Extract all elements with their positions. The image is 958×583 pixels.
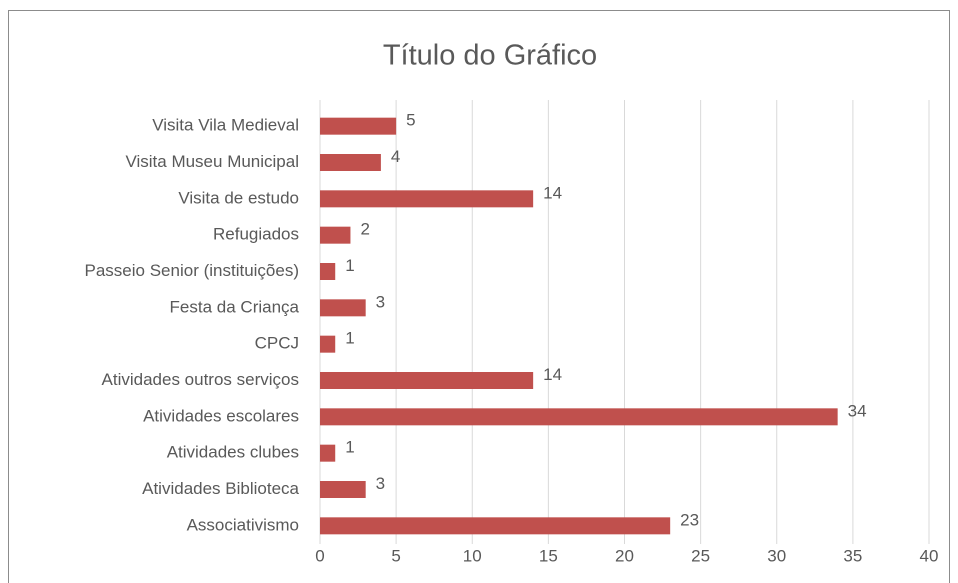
y-tick-label: Associativismo <box>187 515 299 534</box>
bar <box>320 263 336 280</box>
x-tick-label: 20 <box>615 546 634 565</box>
data-label: 14 <box>543 183 562 202</box>
y-tick-label: Atividades escolares <box>143 406 299 425</box>
data-label: 1 <box>345 256 354 275</box>
data-label: 1 <box>345 329 354 348</box>
bar <box>320 444 336 462</box>
x-tick-label: 40 <box>920 546 939 565</box>
y-tick-label: Atividades outros serviços <box>102 370 299 389</box>
data-label: 3 <box>376 292 385 311</box>
chart-title: Título do Gráfico <box>383 40 597 72</box>
x-tick-label: 10 <box>463 546 482 565</box>
chart-border <box>8 10 950 583</box>
bar <box>320 372 534 389</box>
y-tick-label: Passeio Senior (instituições) <box>85 261 299 280</box>
bar <box>320 481 366 498</box>
y-tick-label: Visita Museu Municipal <box>125 152 299 171</box>
x-tick-label: 30 <box>767 546 786 565</box>
y-tick-label: Visita de estudo <box>178 188 299 207</box>
x-tick-label: 25 <box>691 546 710 565</box>
x-tick-label: 5 <box>391 546 400 565</box>
bar <box>320 335 336 353</box>
data-label: 34 <box>848 401 867 420</box>
data-label: 5 <box>406 111 415 130</box>
bar <box>320 299 366 317</box>
data-label: 14 <box>543 365 562 384</box>
bar <box>320 190 534 208</box>
y-tick-label: CPCJ <box>255 334 299 353</box>
x-tick-label: 35 <box>843 546 862 565</box>
bar <box>320 408 838 426</box>
y-tick-label: Atividades clubes <box>167 443 299 462</box>
x-tick-label: 15 <box>539 546 558 565</box>
y-tick-label: Atividades Biblioteca <box>142 479 299 498</box>
data-label: 3 <box>376 474 385 493</box>
data-label: 2 <box>360 220 369 239</box>
bar <box>320 517 671 535</box>
bar <box>320 154 381 171</box>
y-tick-label: Visita Vila Medieval <box>152 116 299 135</box>
x-tick-label: 0 <box>315 546 324 565</box>
data-label: 23 <box>680 510 699 529</box>
y-tick-label: Refugiados <box>213 225 299 244</box>
data-label: 4 <box>391 147 400 166</box>
bar <box>320 117 397 135</box>
y-tick-label: Festa da Criança <box>170 297 300 316</box>
bar <box>320 226 351 244</box>
data-label: 1 <box>345 438 354 457</box>
